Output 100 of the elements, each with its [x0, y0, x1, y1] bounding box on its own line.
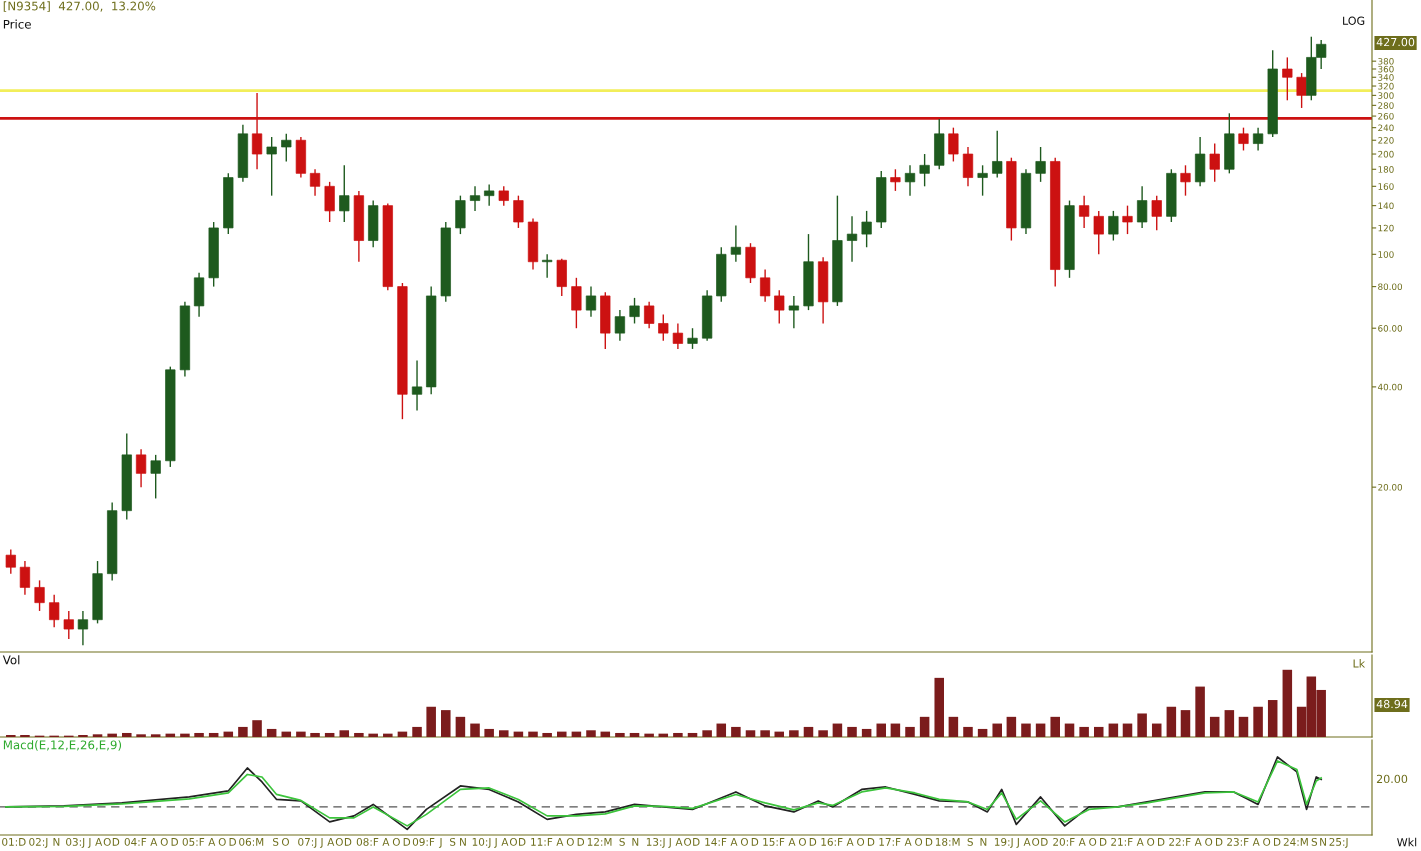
y-axis-title: Vol — [2, 655, 20, 665]
bar — [832, 723, 843, 737]
bar — [861, 728, 872, 737]
candlestick — [977, 164, 988, 197]
y-tick-label: 220 — [1378, 137, 1394, 144]
bar — [731, 726, 741, 737]
x-tick-label: 03:J — [66, 837, 85, 848]
candlestick — [498, 185, 509, 207]
chart-title: Macd(E,12,E,26,E,9) — [3, 740, 122, 751]
x-tick-label: D — [867, 838, 875, 846]
x-tick-label: D — [751, 838, 759, 846]
x-tick-label: D — [403, 838, 411, 846]
x-tick-label: O — [1032, 837, 1040, 846]
candlestick — [1180, 164, 1191, 197]
x-tick-label: O — [281, 837, 289, 846]
candlestick — [266, 136, 277, 197]
bar — [876, 723, 887, 737]
bar — [687, 732, 698, 737]
candlestick — [309, 168, 321, 197]
x-tick-label: O — [1147, 837, 1155, 846]
text: Lk — [1353, 659, 1366, 668]
x-tick-label: D — [1216, 838, 1223, 846]
bar — [818, 730, 828, 737]
x-tick-label: A — [1078, 838, 1086, 846]
x-tick-label: O — [335, 837, 343, 846]
bar — [208, 732, 219, 737]
x-tick-label: O — [218, 837, 226, 846]
y-tick-label: 100 — [1378, 251, 1394, 258]
bar — [368, 733, 378, 737]
x-tick-label: D — [171, 838, 178, 846]
candlestick — [614, 309, 626, 342]
bar — [1180, 710, 1191, 737]
candlestick — [63, 610, 74, 640]
bar — [1224, 710, 1235, 737]
candlestick — [687, 327, 698, 350]
candlestick — [19, 560, 31, 596]
x-tick-label: 08:F — [356, 837, 379, 846]
candlestick — [1238, 126, 1249, 152]
x-tick-label: 11:F — [531, 838, 553, 846]
bar — [1079, 726, 1089, 737]
x-tick-label: 17:F — [879, 838, 901, 846]
candlestick — [644, 301, 655, 329]
bar — [426, 706, 436, 737]
bar — [934, 677, 944, 737]
bar — [122, 732, 132, 737]
y-tick-label: 200 — [1378, 150, 1394, 158]
bar — [702, 730, 712, 737]
bar — [1238, 716, 1249, 737]
candlestick — [760, 268, 771, 303]
candlestick — [77, 610, 89, 647]
bar — [1195, 686, 1205, 737]
x-tick-label: A — [327, 838, 335, 846]
x-tick-label: A — [208, 838, 216, 846]
bar — [441, 710, 451, 737]
candlestick — [484, 183, 495, 207]
bar — [339, 730, 350, 737]
x-tick-label: N — [1320, 838, 1326, 846]
bar — [383, 733, 393, 737]
bar — [644, 733, 654, 737]
x-tick-label: 15:F — [763, 838, 785, 846]
candlestick — [948, 126, 959, 163]
x-tick-label: 24:M — [1283, 837, 1308, 846]
candlestick — [1093, 210, 1104, 256]
x-tick-label: 09:F — [412, 837, 435, 846]
x-tick-label: N — [53, 838, 60, 846]
bar — [266, 728, 277, 737]
candlestick — [788, 295, 799, 329]
x-tick-label: D — [925, 838, 933, 846]
bar — [1035, 723, 1046, 737]
candlestick — [1296, 72, 1307, 109]
candlestick — [1209, 142, 1220, 183]
x-tick-label: N — [632, 838, 639, 846]
bar — [803, 726, 814, 737]
annotation: LOG — [1343, 16, 1365, 25]
x-tick-label: A — [904, 838, 912, 846]
x-tick-label: D — [577, 838, 585, 846]
x-tick-label: D — [344, 838, 352, 846]
bar — [1064, 723, 1075, 737]
x-tick-label: O — [103, 837, 111, 846]
y-tick-label: 120 — [1378, 224, 1394, 232]
candlestick — [49, 594, 60, 628]
x-tick-label: 13:J — [646, 837, 665, 848]
bar — [252, 720, 262, 737]
bar — [1267, 700, 1278, 737]
candlestick — [1151, 194, 1162, 232]
candlestick — [629, 297, 640, 325]
bar — [1209, 716, 1220, 737]
x-tick-label: 06:M — [239, 837, 264, 846]
x-tick-label: A — [1136, 838, 1144, 846]
candlestick — [1035, 146, 1046, 183]
x-tick-label: A — [95, 838, 103, 846]
candlestick — [339, 164, 350, 223]
bar — [1050, 716, 1060, 737]
y-tick-label: 80.00 — [1378, 283, 1403, 291]
x-tick-label: D — [693, 838, 700, 846]
x-tick-label: A — [788, 838, 796, 846]
x-tick-label: J — [319, 838, 323, 848]
y-tick-label: 320 — [1378, 82, 1394, 90]
x-tick-label: J — [87, 838, 91, 848]
bar — [6, 734, 16, 737]
